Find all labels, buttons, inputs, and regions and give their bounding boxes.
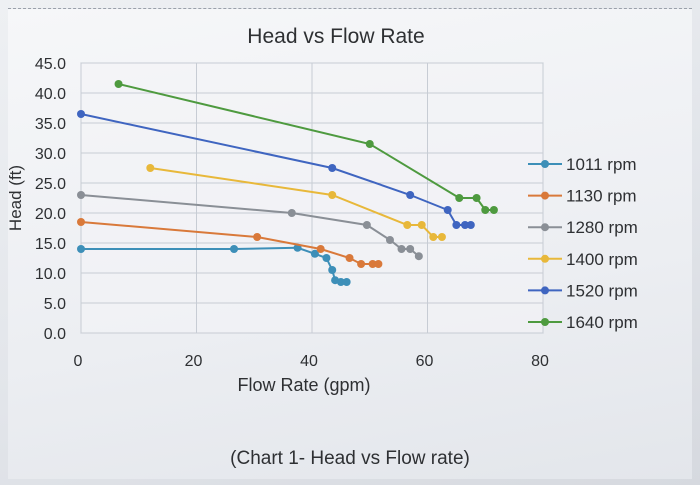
data-point xyxy=(316,245,325,253)
legend-swatch-marker xyxy=(541,318,549,326)
data-point xyxy=(230,245,239,253)
x-tick-label: 40 xyxy=(300,353,318,370)
data-point xyxy=(114,80,123,88)
data-point xyxy=(287,209,296,217)
data-point xyxy=(437,233,446,241)
legend: 1011 rpm 1130 rpm 1280 rpm 1400 rpm 1520 rpm… xyxy=(528,155,638,332)
legend-label: 1011 rpm xyxy=(566,155,637,174)
data-point xyxy=(365,140,374,148)
data-point xyxy=(374,260,383,268)
data-point xyxy=(146,164,155,172)
y-axis-label: Head (ft) xyxy=(6,165,25,231)
x-tick-label: 20 xyxy=(185,353,203,370)
data-point xyxy=(368,260,377,268)
data-point xyxy=(253,233,262,241)
data-point xyxy=(443,206,452,214)
data-point xyxy=(328,164,337,172)
y-tick-label: 10.0 xyxy=(35,266,66,283)
legend-item: 1011 rpm xyxy=(528,155,637,174)
y-tick-label: 35.0 xyxy=(35,116,66,133)
data-point xyxy=(77,218,85,226)
y-tick-label: 25.0 xyxy=(35,176,66,193)
x-axis-label: Flow Rate (gpm) xyxy=(237,375,370,395)
legend-label: 1130 rpm xyxy=(566,187,637,206)
axis-labels: 0 20 40 60 80 0.0 5.0 10.0 15.0 20.0 25.0 30.0 35.0 4… xyxy=(35,56,549,370)
chart-title: Head vs Flow Rate xyxy=(247,25,424,48)
series-1400-rpm xyxy=(146,164,446,241)
legend-label: 1520 rpm xyxy=(566,281,638,300)
data-point xyxy=(397,245,406,253)
x-tick-label: 60 xyxy=(416,353,434,370)
y-tick-label: 0.0 xyxy=(44,326,66,343)
y-tick-label: 30.0 xyxy=(35,146,66,163)
data-point xyxy=(385,236,394,244)
legend-item: 1520 rpm xyxy=(528,281,638,300)
legend-swatch-marker xyxy=(541,286,549,295)
data-point xyxy=(328,191,337,199)
x-tick-label: 80 xyxy=(531,353,549,370)
legend-label: 1400 rpm xyxy=(566,250,638,269)
legend-item: 1280 rpm xyxy=(528,218,638,237)
y-tick-label: 40.0 xyxy=(35,86,66,103)
y-tick-label: 15.0 xyxy=(35,236,66,253)
series-1011-rpm xyxy=(77,243,351,286)
data-point xyxy=(357,260,366,268)
data-point xyxy=(336,278,345,286)
series-1130-rpm xyxy=(77,218,383,268)
data-point xyxy=(77,110,85,118)
y-tick-label: 20.0 xyxy=(35,206,66,223)
legend-item: 1400 rpm xyxy=(528,250,638,269)
series-1640-rpm xyxy=(114,80,498,214)
legend-label: 1640 rpm xyxy=(566,313,638,332)
data-point xyxy=(77,191,85,199)
data-point xyxy=(461,221,470,229)
legend-item: 1130 rpm xyxy=(528,187,637,206)
data-point xyxy=(417,221,426,229)
data-point xyxy=(472,194,481,202)
x-tick-label: 0 xyxy=(74,353,83,370)
data-point xyxy=(452,221,461,229)
legend-swatch-marker xyxy=(541,254,549,263)
data-point xyxy=(489,206,498,214)
y-tick-label: 5.0 xyxy=(44,296,66,313)
data-point xyxy=(406,245,415,253)
data-point xyxy=(345,254,354,262)
data-point xyxy=(77,245,85,253)
chart-caption: (Chart 1- Head vs Flow rate) xyxy=(230,448,470,469)
data-point xyxy=(342,278,351,286)
series-1520-rpm xyxy=(77,110,475,229)
legend-item: 1640 rpm xyxy=(528,313,638,332)
data-point xyxy=(328,266,337,274)
data-point xyxy=(455,194,464,202)
data-point xyxy=(322,254,331,262)
data-point xyxy=(406,191,415,199)
data-point xyxy=(362,221,371,229)
y-tick-label: 45.0 xyxy=(35,56,66,73)
legend-label: 1280 rpm xyxy=(566,218,638,237)
legend-swatch-marker xyxy=(541,160,549,168)
data-point xyxy=(429,233,438,241)
data-point xyxy=(466,221,475,229)
data-point xyxy=(414,252,423,261)
data-point xyxy=(310,249,319,258)
legend-swatch-marker xyxy=(541,191,549,200)
legend-swatch-marker xyxy=(541,223,549,232)
series-layer xyxy=(77,80,498,286)
data-point xyxy=(403,221,412,229)
series-1280-rpm xyxy=(77,191,423,261)
data-point xyxy=(481,206,490,214)
